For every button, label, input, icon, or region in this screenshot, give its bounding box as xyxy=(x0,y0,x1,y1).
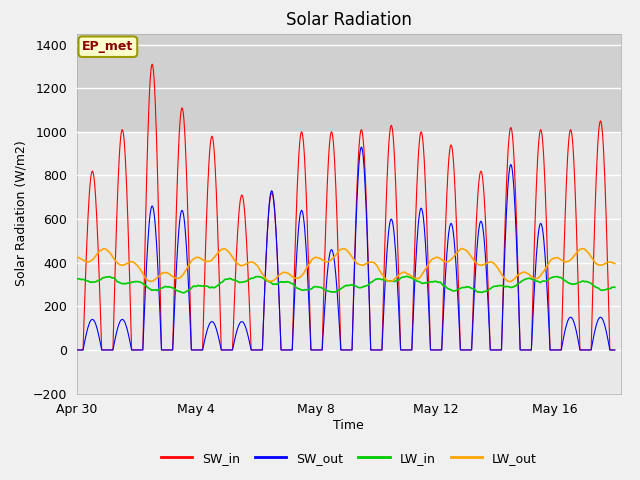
Line: SW_in: SW_in xyxy=(77,64,615,350)
LW_out xyxy=(90,255,97,261)
SW_out xyxy=(428,347,436,353)
LW_in xyxy=(90,279,97,285)
Title: Solar Radiation: Solar Radiation xyxy=(286,11,412,29)
SW_out xyxy=(601,323,609,328)
Bar xyxy=(77,34,621,132)
SW_out xyxy=(90,317,97,323)
LW_in xyxy=(73,276,81,282)
LW_out xyxy=(611,261,619,266)
SW_in xyxy=(148,61,156,67)
LW_out xyxy=(602,260,609,266)
LW_out xyxy=(328,256,336,262)
Line: SW_out: SW_out xyxy=(77,147,615,350)
SW_in xyxy=(604,254,611,260)
LW_out xyxy=(399,269,407,275)
Text: EP_met: EP_met xyxy=(82,40,134,53)
Line: LW_in: LW_in xyxy=(77,276,615,293)
Legend: SW_in, SW_out, LW_in, LW_out: SW_in, SW_out, LW_in, LW_out xyxy=(156,447,541,469)
SW_out xyxy=(358,144,365,150)
SW_out xyxy=(604,334,611,339)
SW_in xyxy=(329,133,337,139)
LW_in xyxy=(611,285,619,290)
LW_in xyxy=(604,286,612,291)
LW_out xyxy=(506,279,514,285)
LW_in xyxy=(602,287,609,293)
LW_out xyxy=(604,259,612,265)
SW_out xyxy=(400,347,408,353)
SW_in xyxy=(428,347,436,353)
LW_in xyxy=(180,290,188,296)
SW_in xyxy=(90,172,97,178)
SW_out xyxy=(611,347,619,353)
LW_out xyxy=(428,257,435,263)
SW_in xyxy=(73,347,81,353)
LW_in xyxy=(400,274,408,280)
LW_in xyxy=(429,279,436,285)
SW_out xyxy=(328,247,336,253)
SW_in xyxy=(611,347,619,353)
SW_out xyxy=(73,347,81,353)
Y-axis label: Solar Radiation (W/m2): Solar Radiation (W/m2) xyxy=(14,141,27,287)
X-axis label: Time: Time xyxy=(333,419,364,432)
SW_in xyxy=(601,177,609,182)
LW_out xyxy=(73,254,81,260)
LW_in xyxy=(403,274,411,279)
SW_in xyxy=(400,347,408,353)
LW_out xyxy=(458,246,465,252)
Bar xyxy=(77,132,621,394)
Line: LW_out: LW_out xyxy=(77,249,615,282)
LW_in xyxy=(329,289,337,295)
